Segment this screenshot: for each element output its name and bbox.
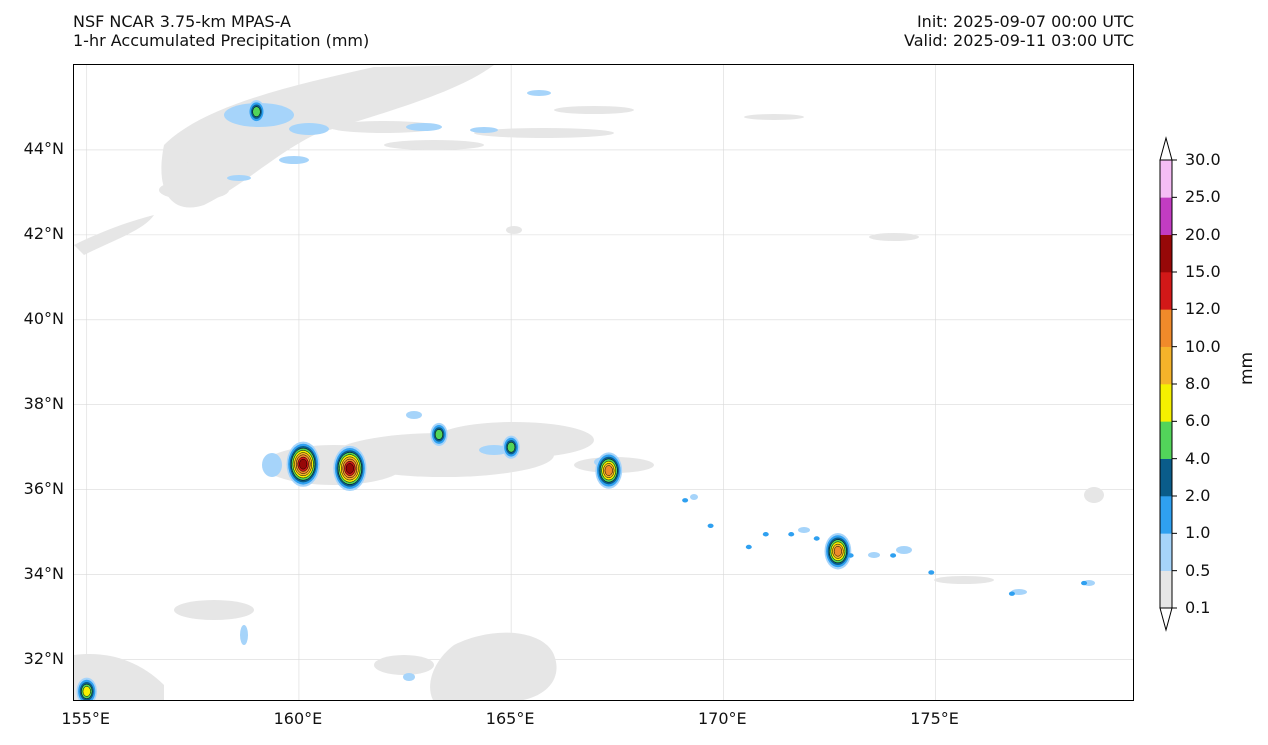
init-time: Init: 2025-09-07 00:00 UTC xyxy=(916,12,1134,31)
colorbar-segment xyxy=(1160,309,1172,347)
colorbar-tick-label: 4.0 xyxy=(1185,448,1211,468)
colorbar-bar xyxy=(1159,136,1173,632)
precip-cell-cell-165E xyxy=(502,435,520,459)
colorbar-segment xyxy=(1160,346,1172,385)
precip-cell-cell-155E xyxy=(76,677,97,700)
small-precip-cell xyxy=(847,553,854,558)
medium-precip-areas xyxy=(224,90,1095,681)
colorbar-extend-min xyxy=(1159,607,1173,632)
colorbar-tick-label: 15.0 xyxy=(1185,262,1221,281)
colorbar-segment xyxy=(1160,533,1172,571)
title-right: Init: 2025-09-07 00:00 UTC Valid: 2025-0… xyxy=(904,12,1134,50)
colorbar xyxy=(1159,136,1177,632)
lon-tick-label: 165°E xyxy=(485,709,535,728)
contour-level-4 xyxy=(434,429,444,440)
contour-level-9 xyxy=(299,458,308,470)
map-panel[interactable] xyxy=(73,64,1134,701)
colorbar-segment xyxy=(1160,570,1172,609)
colorbar-tick-label: 20.0 xyxy=(1185,224,1221,244)
precip-cell-cell-172E xyxy=(824,533,852,570)
contour-level-7 xyxy=(833,545,842,557)
colorbar-segment xyxy=(1160,458,1172,497)
lat-tick-label: 40°N xyxy=(23,308,64,328)
field-title: 1-hr Accumulated Precipitation (mm) xyxy=(73,31,370,50)
heavy-precip-cells xyxy=(76,100,1088,700)
colorbar-segment xyxy=(1160,421,1172,459)
contour-level-9 xyxy=(345,463,354,474)
small-precip-cell xyxy=(707,523,714,528)
small-precip-cell xyxy=(762,532,769,537)
small-precip-cell xyxy=(928,570,935,575)
precip-cell-cell-167E xyxy=(595,452,623,489)
colorbar-extend-max xyxy=(1159,136,1173,161)
map-canvas[interactable] xyxy=(74,65,1134,701)
precip-cell-cell-160E xyxy=(286,441,320,487)
light-precip-areas xyxy=(74,65,1104,700)
colorbar-segment xyxy=(1160,384,1172,422)
colorbar-segment xyxy=(1160,272,1172,310)
colorbar-tick-label: 12.0 xyxy=(1185,299,1221,319)
precip-cell-cell-163E xyxy=(430,422,448,447)
colorbar-tick-label: 25.0 xyxy=(1185,187,1221,207)
small-precip-cell xyxy=(788,532,795,537)
model-title: NSF NCAR 3.75-km MPAS-A xyxy=(73,12,291,31)
colorbar-segment xyxy=(1160,496,1172,534)
lon-tick-label: 175°E xyxy=(910,709,959,728)
lat-tick-label: 34°N xyxy=(23,563,64,583)
lon-tick-label: 170°E xyxy=(698,709,747,728)
colorbar-segment xyxy=(1160,197,1172,235)
small-precip-cell xyxy=(745,544,752,550)
colorbar-tick-label: 10.0 xyxy=(1185,336,1221,356)
lat-tick-label: 36°N xyxy=(23,478,64,498)
small-precip-cell xyxy=(890,553,897,558)
colorbar-tick-label: 30.0 xyxy=(1185,150,1221,169)
precip-cell-cell-161E xyxy=(333,445,367,492)
colorbar-tick-label: 0.1 xyxy=(1185,598,1211,617)
colorbar-tick-label: 8.0 xyxy=(1185,374,1211,393)
colorbar-tick-label: 6.0 xyxy=(1185,411,1211,431)
lat-tick-label: 42°N xyxy=(23,223,64,243)
small-precip-cell xyxy=(1081,580,1088,586)
title-left: NSF NCAR 3.75-km MPAS-A 1-hr Accumulated… xyxy=(73,12,369,50)
valid-time: Valid: 2025-09-11 03:00 UTC xyxy=(903,31,1134,50)
contour-level-7 xyxy=(604,465,613,476)
precip-cell-north-cluster xyxy=(247,100,266,124)
contour-level-5 xyxy=(82,686,91,697)
lon-tick-label: 160°E xyxy=(273,709,323,728)
small-precip-cell xyxy=(682,498,689,503)
colorbar-segment xyxy=(1160,160,1172,198)
lat-tick-label: 44°N xyxy=(23,138,64,158)
colorbar-tick-label: 0.5 xyxy=(1185,560,1211,580)
contour-level-4 xyxy=(252,106,261,117)
colorbar-segment xyxy=(1160,234,1172,273)
colorbar-tick-label: 2.0 xyxy=(1185,486,1211,505)
lat-tick-label: 32°N xyxy=(23,648,64,668)
lat-tick-label: 38°N xyxy=(23,393,64,413)
small-precip-cell xyxy=(1008,591,1015,596)
colorbar-ticks xyxy=(1172,159,1177,609)
small-precip-cell xyxy=(813,536,820,541)
colorbar-tick-label: 1.0 xyxy=(1185,523,1211,543)
contour-level-4 xyxy=(507,441,516,453)
colorbar-unit-label: mm xyxy=(1237,351,1257,385)
lon-tick-label: 155°E xyxy=(61,709,111,728)
